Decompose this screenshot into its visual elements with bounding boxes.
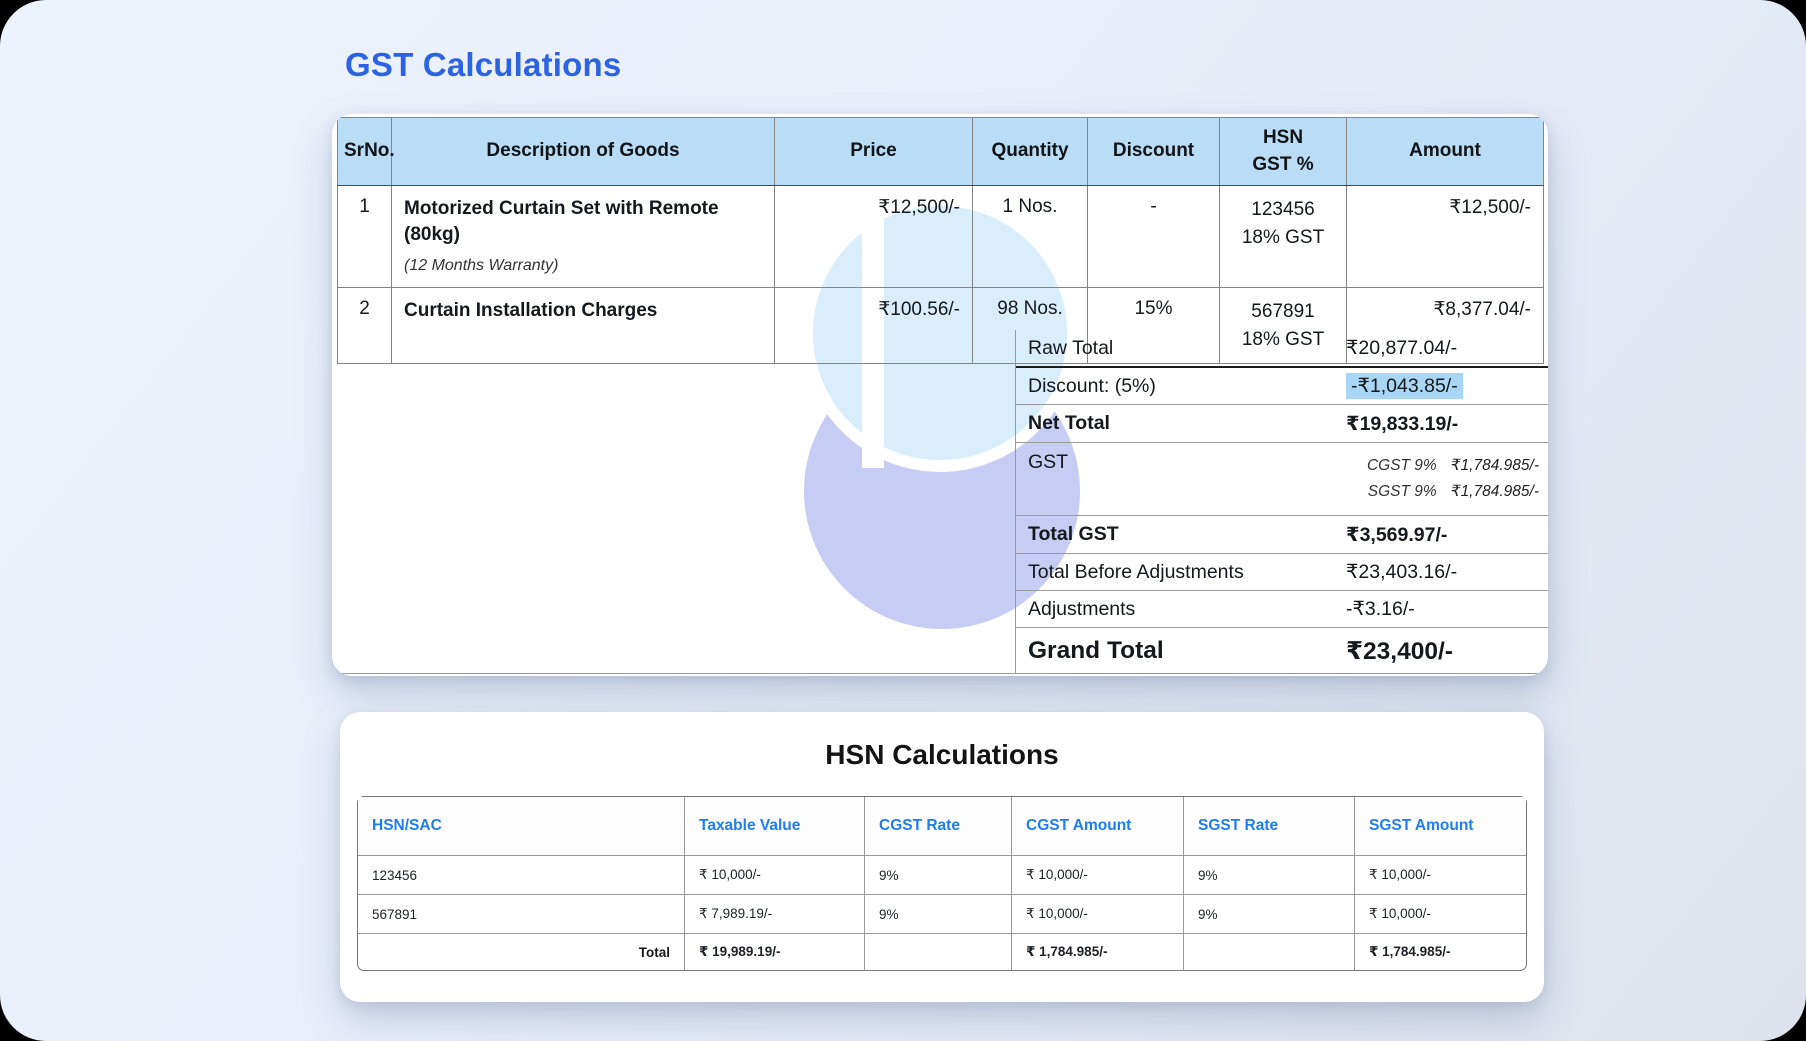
- col-header-sgst-rate: SGST Rate: [1184, 797, 1355, 856]
- total-gst-row: Total GST ₹3,569.97/-: [1016, 516, 1548, 554]
- item-sr-no: 1: [338, 186, 392, 288]
- hsn-code: 123456: [358, 856, 685, 895]
- total-before-adjustments-row: Total Before Adjustments ₹23,403.16/-: [1016, 554, 1548, 591]
- items-header-row: SrNo. Description of Goods Price Quantit…: [338, 118, 1544, 186]
- item-warranty-note: (12 Months Warranty): [404, 255, 762, 277]
- cgst-line: CGST 9%₹1,784.985/-: [1367, 457, 1539, 474]
- col-header-description: Description of Goods: [392, 118, 775, 186]
- gst-calculations-card: SrNo. Description of Goods Price Quantit…: [332, 114, 1548, 676]
- item-amount: ₹12,500/-: [1347, 186, 1544, 288]
- hsn-total-cgst-amount: ₹ 1,784.985/-: [1012, 934, 1184, 970]
- net-total-value: ₹19,833.19/-: [1346, 412, 1458, 436]
- grand-total-value: ₹23,400/-: [1346, 636, 1453, 666]
- gst-section-title: GST Calculations: [345, 46, 621, 84]
- hsn-total-taxable: ₹ 19,989.19/-: [685, 934, 865, 970]
- invoice-calculation-page: GST Calculations SrNo. Description of Go…: [0, 0, 1806, 1041]
- raw-total-row: Raw Total ₹20,877.04/-: [1016, 330, 1548, 368]
- col-header-hsn-sac: HSN/SAC: [358, 797, 685, 856]
- hsn-total-cgst-rate-empty: [865, 934, 1012, 970]
- adjustments-value: -₹3.16/-: [1346, 597, 1415, 621]
- col-header-cgst-amount: CGST Amount: [1012, 797, 1184, 856]
- item-description: Motorized Curtain Set with Remote (80kg)…: [392, 186, 775, 288]
- cgst-rate: 9%: [865, 895, 1012, 934]
- sgst-rate: 9%: [1184, 895, 1355, 934]
- adjustments-label: Adjustments: [1028, 598, 1346, 621]
- sgst-amount: ₹ 10,000/-: [1355, 856, 1526, 895]
- hsn-total-row: Total ₹ 19,989.19/- ₹ 1,784.985/- ₹ 1,78…: [358, 934, 1526, 970]
- total-gst-value: ₹3,569.97/-: [1346, 523, 1447, 547]
- net-total-row: Net Total ₹19,833.19/-: [1016, 405, 1548, 443]
- hsn-header-row: HSN/SAC Taxable Value CGST Rate CGST Amo…: [358, 797, 1526, 856]
- table-row: 1 Motorized Curtain Set with Remote (80k…: [338, 186, 1544, 288]
- gst-label: GST: [1028, 443, 1346, 474]
- col-header-taxable-value: Taxable Value: [685, 797, 865, 856]
- hsn-table: HSN/SAC Taxable Value CGST Rate CGST Amo…: [357, 796, 1527, 971]
- net-total-label: Net Total: [1028, 412, 1346, 435]
- discount-label: Discount: (5%): [1028, 375, 1346, 398]
- gst-breakup-row: GST CGST 9%₹1,784.985/- SGST 9%₹1,784.98…: [1016, 443, 1548, 516]
- hsn-total-sgst-rate-empty: [1184, 934, 1355, 970]
- taxable-value: ₹ 7,989.19/-: [685, 895, 865, 934]
- cgst-rate: 9%: [865, 856, 1012, 895]
- cgst-amount: ₹ 10,000/-: [1012, 856, 1184, 895]
- col-header-hsn-gst: HSNGST %: [1220, 118, 1347, 186]
- cgst-amount: ₹ 10,000/-: [1012, 895, 1184, 934]
- taxable-value: ₹ 10,000/-: [685, 856, 865, 895]
- table-row: 567891 ₹ 7,989.19/- 9% ₹ 10,000/- 9% ₹ 1…: [358, 895, 1526, 934]
- grand-total-label: Grand Total: [1028, 637, 1346, 665]
- raw-total-value: ₹20,877.04/-: [1346, 336, 1457, 360]
- item-quantity: 1 Nos.: [973, 186, 1088, 288]
- adjustments-row: Adjustments -₹3.16/-: [1016, 591, 1548, 628]
- hsn-code: 567891: [358, 895, 685, 934]
- hsn-section-title: HSN Calculations: [340, 712, 1544, 771]
- col-header-amount: Amount: [1347, 118, 1544, 186]
- item-price: ₹12,500/-: [775, 186, 973, 288]
- hsn-total-label: Total: [358, 934, 685, 970]
- col-header-cgst-rate: CGST Rate: [865, 797, 1012, 856]
- col-header-discount: Discount: [1088, 118, 1220, 186]
- totals-summary: Raw Total ₹20,877.04/- Discount: (5%) -₹…: [1015, 330, 1548, 674]
- sgst-rate: 9%: [1184, 856, 1355, 895]
- col-header-sr-no: SrNo.: [338, 118, 392, 186]
- line-items-table: SrNo. Description of Goods Price Quantit…: [337, 117, 1544, 364]
- col-header-price: Price: [775, 118, 973, 186]
- item-hsn-gst: 12345618% GST: [1220, 186, 1347, 288]
- discount-row: Discount: (5%) -₹1,043.85/-: [1016, 368, 1548, 405]
- item-discount: -: [1088, 186, 1220, 288]
- hsn-calculations-card: HSN Calculations HSN/SAC Taxable Value C…: [340, 712, 1544, 1002]
- gst-breakup-lines: CGST 9%₹1,784.985/- SGST 9%₹1,784.985/-: [1367, 443, 1539, 505]
- item-price: ₹100.56/-: [775, 288, 973, 364]
- table-row: 123456 ₹ 10,000/- 9% ₹ 10,000/- 9% ₹ 10,…: [358, 856, 1526, 895]
- total-gst-label: Total GST: [1028, 523, 1346, 546]
- card-bottom-rule: [332, 673, 1548, 674]
- raw-total-label: Raw Total: [1028, 337, 1346, 360]
- sgst-amount: ₹ 10,000/-: [1355, 895, 1526, 934]
- grand-total-row: Grand Total ₹23,400/-: [1016, 628, 1548, 674]
- sgst-line: SGST 9%₹1,784.985/-: [1368, 483, 1539, 500]
- hsn-total-sgst-amount: ₹ 1,784.985/-: [1355, 934, 1526, 970]
- col-header-quantity: Quantity: [973, 118, 1088, 186]
- total-before-adjustments-label: Total Before Adjustments: [1028, 561, 1346, 584]
- item-description: Curtain Installation Charges: [392, 288, 775, 364]
- col-header-sgst-amount: SGST Amount: [1355, 797, 1526, 856]
- discount-value-highlighted: -₹1,043.85/-: [1346, 373, 1463, 399]
- item-sr-no: 2: [338, 288, 392, 364]
- total-before-adjustments-value: ₹23,403.16/-: [1346, 560, 1457, 584]
